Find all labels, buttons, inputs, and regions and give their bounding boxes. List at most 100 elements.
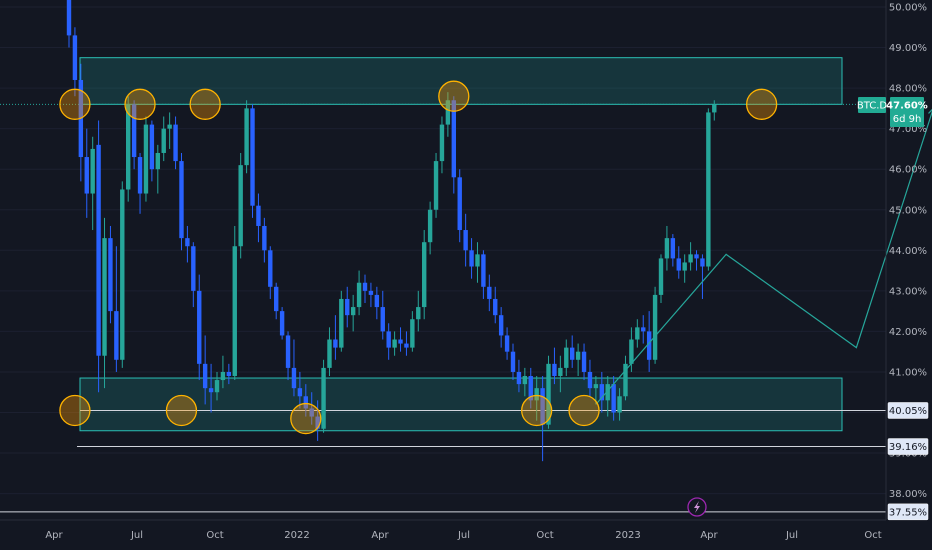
candle-body (84, 157, 89, 194)
candle-body (682, 262, 687, 271)
candle-body (599, 384, 604, 401)
candle-body (368, 290, 374, 295)
candle-body (451, 100, 456, 178)
candle-body (173, 124, 178, 162)
price-tick-label: 45.00% (889, 205, 927, 216)
candle-body (327, 339, 332, 368)
candle-body (404, 343, 409, 348)
current-price-label: 47.60% (886, 101, 928, 112)
price-tick-label: 50.00% (889, 3, 927, 14)
candle-body (167, 124, 172, 129)
candle-body (433, 161, 439, 210)
candle-body (191, 246, 196, 291)
candle-body (439, 124, 445, 162)
candle-body (262, 225, 267, 251)
candle-body (356, 282, 362, 308)
candle-body (131, 104, 137, 158)
candle-body (161, 128, 166, 153)
candle-body (66, 0, 72, 36)
candle-body (658, 258, 664, 295)
time-tick-label: Jul (130, 530, 143, 541)
candle-body (126, 104, 131, 190)
candle-body (498, 315, 504, 336)
candle-body (297, 388, 303, 397)
symbol-label: BTC.D (857, 101, 888, 112)
highlight-circle (124, 88, 156, 120)
highlight-circle (59, 394, 91, 427)
candle-body (528, 376, 533, 401)
price-tick-label: 46.00% (889, 165, 927, 176)
price-tick-label: 49.00% (889, 43, 927, 54)
candle-body (137, 157, 143, 194)
candle-body (570, 347, 575, 360)
candle-body (179, 161, 184, 239)
candle-body (457, 177, 462, 231)
candle-body (522, 376, 528, 385)
highlight-circle (438, 80, 470, 112)
candle-body (516, 371, 522, 385)
candle-body (493, 298, 498, 316)
candle-body (416, 307, 421, 320)
candle-body (646, 331, 652, 360)
time-tick-label: Apr (371, 530, 389, 541)
candle-body (481, 254, 486, 287)
candle-body (362, 282, 368, 291)
candle-body (185, 238, 190, 247)
candle-body (392, 339, 397, 348)
candle-body (208, 388, 214, 393)
price-tick-label: 44.00% (889, 246, 927, 257)
time-tick-label: 2023 (615, 530, 640, 541)
candle-body (700, 258, 705, 267)
candle-body (706, 112, 711, 267)
projection-arrowhead (928, 108, 932, 114)
time-tick-label: 2022 (284, 530, 309, 541)
candle-body (676, 258, 681, 271)
candle-body (575, 351, 581, 360)
candle-body (469, 250, 474, 267)
level-badge-label: 37.55% (889, 507, 927, 518)
candle-body (90, 148, 95, 194)
candle-body (72, 35, 78, 80)
candle-body (534, 388, 539, 401)
candle-body (635, 327, 640, 340)
time-tick-label: Oct (206, 530, 223, 541)
level-badge (887, 402, 929, 419)
lightning-icon[interactable] (687, 497, 707, 517)
candle-body (422, 242, 427, 308)
candle-body (339, 298, 344, 348)
level-badge (887, 503, 929, 521)
candle-body (475, 254, 480, 267)
candle-body (120, 189, 125, 360)
candle-body (291, 367, 297, 389)
candle-body (670, 238, 676, 259)
highlight-circle (745, 88, 778, 120)
candle-body (197, 290, 202, 364)
candle-body (238, 165, 243, 247)
candle-body (155, 152, 160, 170)
candle-body (108, 238, 113, 312)
candle-body (410, 319, 415, 348)
candle-body (214, 380, 220, 393)
highlight-circle (290, 402, 322, 435)
candle-body (279, 311, 285, 336)
time-tick-label: Jul (785, 530, 798, 541)
candle-body (268, 250, 273, 287)
level-badges: 40.05% 39.16% 37.55% (887, 402, 929, 521)
candle-body (102, 238, 107, 356)
countdown-label: 6d 9h (893, 114, 922, 125)
highlight-circle (568, 394, 600, 427)
time-axis[interactable]: Apr Jul Oct 2022 Apr Jul Oct 2023 Apr Jul Oct (45, 530, 881, 541)
candle-body (274, 286, 279, 312)
candle-body (232, 246, 237, 377)
candle-body (581, 351, 587, 372)
candle-body (558, 367, 563, 377)
candle-body (605, 384, 610, 401)
time-tick-label: Jul (457, 530, 470, 541)
time-tick-label: Apr (700, 530, 718, 541)
time-tick-label: Apr (45, 530, 63, 541)
candle-body (445, 100, 451, 125)
candle-body (664, 238, 670, 259)
candle-body (303, 396, 308, 409)
